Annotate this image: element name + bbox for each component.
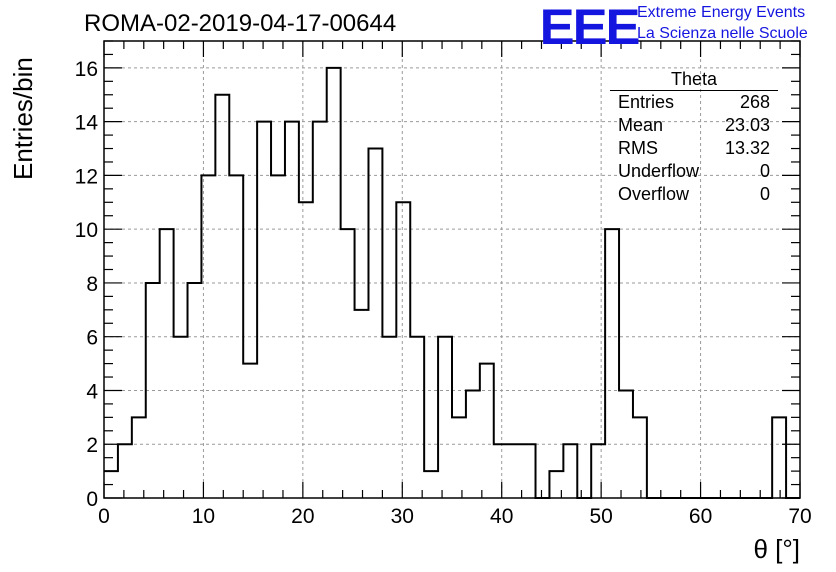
histogram-bin [368, 149, 382, 498]
y-tick-label: 0 [86, 488, 98, 511]
histogram-bin [299, 202, 313, 498]
histogram-bin [146, 283, 160, 498]
stats-title: Theta [610, 68, 778, 91]
y-axis-label: Entries/bin [8, 57, 38, 180]
histogram-bin [243, 364, 257, 498]
histogram-bin [201, 175, 215, 498]
stats-value: 23.03 [724, 115, 770, 135]
x-tick-label: 30 [391, 505, 414, 528]
histogram-bin [452, 417, 466, 498]
stats-row-entries: Entries 268 [610, 91, 778, 114]
histogram-bin [327, 68, 341, 498]
histogram-bin [285, 122, 299, 498]
histogram-bin [605, 229, 619, 498]
histogram-bin [382, 337, 396, 498]
histogram-bin [480, 364, 494, 498]
x-tick-label: 50 [589, 505, 612, 528]
x-tick-label: 40 [490, 505, 513, 528]
stats-row-underflow: Underflow 0 [610, 160, 778, 183]
y-tick-label: 16 [75, 58, 98, 81]
stats-label: Overflow [618, 184, 690, 204]
x-tick-label: 70 [788, 505, 811, 528]
stats-value: 0 [759, 184, 770, 204]
histogram-bin [174, 337, 188, 498]
y-tick-label: 2 [86, 434, 98, 457]
histogram-bin [438, 337, 452, 498]
histogram-bin [619, 390, 633, 498]
stats-row-mean: Mean 23.03 [610, 114, 778, 137]
histogram-bin [508, 444, 522, 498]
histogram-bin [229, 175, 243, 498]
x-tick-label: 0 [98, 505, 110, 528]
axis-tick-labels: 0 10 20 30 40 50 60 70 0 2 4 6 8 10 12 14 16 [75, 58, 812, 528]
histogram-bin [563, 444, 577, 498]
histogram-bin [633, 417, 647, 498]
histogram-bin [424, 471, 438, 498]
x-tick-label: 20 [291, 505, 314, 528]
y-tick-label: 6 [86, 327, 98, 350]
stats-label: Underflow [618, 161, 700, 181]
stats-value: 13.32 [724, 138, 770, 158]
histogram-bin [522, 444, 536, 498]
eee-logo: EEE [539, 0, 641, 55]
histogram-bin [257, 122, 271, 498]
x-tick-label: 10 [192, 505, 215, 528]
histogram-bin [118, 444, 132, 498]
y-tick-label: 4 [86, 380, 98, 403]
stats-label: Entries [618, 92, 675, 112]
histogram-step-line [104, 66, 800, 499]
stats-row-overflow: Overflow 0 [610, 183, 778, 206]
stats-row-rms: RMS 13.32 [610, 137, 778, 160]
histogram-bin [160, 229, 174, 498]
logo-subtitle-line1: Extreme Energy Events [637, 4, 806, 21]
histogram-bin [410, 337, 424, 498]
y-tick-label: 10 [75, 219, 98, 242]
histogram-bin [591, 444, 605, 498]
histogram-bin [466, 390, 480, 498]
y-tick-label: 12 [75, 165, 98, 188]
stats-value: 268 [739, 92, 770, 112]
histogram-bin [341, 229, 355, 498]
logo-subtitle-line2: La Scienza nelle Scuole [637, 25, 808, 42]
histogram-bin [355, 310, 369, 498]
histogram-bin [772, 417, 786, 498]
y-tick-label: 8 [86, 273, 98, 296]
stats-label: RMS [618, 138, 658, 158]
y-tick-label: 14 [75, 112, 99, 135]
stats-value: 0 [759, 161, 770, 181]
histogram-bin [215, 95, 229, 498]
stats-box: Theta Entries 268 Mean 23.03 RMS 13.32 U… [610, 68, 778, 206]
histogram-bin [494, 444, 508, 498]
axis-ticks [103, 40, 801, 499]
stats-label: Mean [618, 115, 664, 135]
histogram-bin [271, 175, 285, 498]
histogram-bin [313, 122, 327, 498]
chart-title: ROMA-02-2019-04-17-00644 [84, 10, 397, 37]
histogram-bin [132, 417, 146, 498]
x-axis-label: θ [°] [753, 534, 800, 564]
histogram-series [104, 66, 800, 499]
histogram-bin [188, 283, 202, 498]
histogram-bin [396, 202, 410, 498]
x-tick-label: 60 [689, 505, 712, 528]
